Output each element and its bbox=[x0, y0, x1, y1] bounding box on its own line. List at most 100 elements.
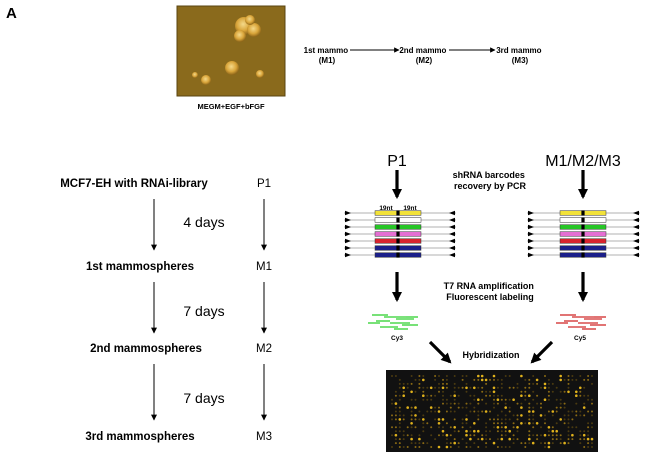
array-spot bbox=[587, 434, 590, 437]
array-spot bbox=[583, 378, 586, 381]
array-spot bbox=[516, 382, 519, 385]
array-spot bbox=[477, 438, 480, 441]
array-spot bbox=[543, 382, 547, 386]
array-spot bbox=[516, 418, 519, 421]
timeline-interval-3: 7 days bbox=[183, 390, 224, 406]
array-spot bbox=[434, 375, 437, 377]
barcode-protocol: P1 M1/M2/M3 shRNA barcodes recovery by P… bbox=[344, 153, 640, 452]
array-spot bbox=[524, 398, 527, 401]
array-spot bbox=[394, 414, 397, 417]
array-spot bbox=[418, 442, 421, 445]
array-spot bbox=[547, 441, 551, 445]
array-spot bbox=[398, 442, 401, 445]
array-spot bbox=[445, 382, 448, 385]
array-spot bbox=[579, 375, 582, 377]
array-spot bbox=[489, 418, 491, 421]
array-spot bbox=[583, 414, 586, 417]
barcode-strands-right bbox=[527, 210, 640, 258]
array-spot bbox=[418, 382, 421, 385]
array-spot bbox=[587, 378, 590, 381]
array-spot bbox=[516, 426, 519, 429]
array-spot bbox=[489, 390, 491, 393]
array-spot bbox=[398, 386, 401, 389]
array-spot bbox=[453, 382, 456, 385]
array-spot bbox=[496, 378, 499, 381]
array-spot bbox=[571, 410, 574, 413]
array-spot bbox=[587, 430, 590, 433]
array-spot bbox=[563, 414, 566, 417]
array-spot bbox=[461, 418, 464, 421]
array-spot bbox=[442, 378, 444, 381]
array-spot bbox=[536, 438, 539, 441]
array-spot bbox=[528, 430, 531, 433]
array-spot bbox=[461, 426, 464, 429]
array-spot bbox=[500, 430, 503, 433]
array-spot bbox=[477, 378, 480, 381]
array-spot bbox=[536, 402, 539, 405]
array-spot bbox=[555, 386, 558, 389]
array-spot bbox=[438, 382, 440, 385]
array-spot bbox=[551, 382, 554, 385]
array-spot bbox=[512, 422, 515, 425]
array-spot bbox=[559, 438, 562, 441]
array-spot bbox=[406, 426, 409, 429]
array-spot bbox=[445, 422, 448, 425]
array-spot bbox=[587, 446, 590, 448]
array-spot bbox=[453, 418, 456, 421]
microarray-image bbox=[386, 370, 598, 452]
array-spot bbox=[532, 434, 535, 437]
array-spot bbox=[496, 398, 500, 402]
array-spot bbox=[571, 438, 574, 441]
pcr-step-label: shRNA barcodes recovery by PCR bbox=[453, 170, 528, 191]
array-spot bbox=[398, 382, 401, 385]
array-spot bbox=[508, 418, 511, 421]
array-spot bbox=[500, 422, 503, 425]
array-spot bbox=[540, 434, 542, 437]
array-spot bbox=[441, 429, 445, 433]
array-spot bbox=[559, 402, 562, 405]
array-spot bbox=[591, 426, 593, 429]
array-spot bbox=[391, 446, 393, 448]
array-spot bbox=[465, 422, 468, 425]
cy3-labeled-probes bbox=[368, 314, 418, 330]
array-spot bbox=[398, 446, 401, 448]
array-spot bbox=[493, 422, 495, 425]
array-spot bbox=[586, 437, 590, 441]
array-spot bbox=[402, 430, 405, 433]
array-spot bbox=[582, 433, 586, 437]
array-spot bbox=[469, 410, 472, 413]
array-spot bbox=[461, 375, 464, 377]
array-spot bbox=[575, 390, 578, 394]
array-spot bbox=[520, 394, 523, 398]
array-spot bbox=[551, 414, 554, 417]
array-spot bbox=[480, 378, 484, 382]
array-spot bbox=[426, 386, 429, 389]
array-spot bbox=[481, 410, 484, 413]
array-spot bbox=[528, 442, 531, 445]
array-spot bbox=[445, 386, 448, 389]
array-spot bbox=[540, 386, 542, 389]
array-spot bbox=[551, 410, 555, 413]
array-spot bbox=[485, 382, 488, 385]
array-spot bbox=[422, 414, 425, 417]
array-spot bbox=[559, 374, 562, 378]
array-spot bbox=[430, 410, 433, 413]
array-spot bbox=[591, 410, 593, 413]
array-spot bbox=[430, 394, 433, 397]
array-spot bbox=[547, 390, 550, 393]
array-spot bbox=[477, 414, 480, 417]
array-spot bbox=[591, 442, 593, 445]
array-spot bbox=[414, 414, 417, 417]
array-spot bbox=[473, 394, 476, 397]
mammosphere bbox=[256, 70, 264, 78]
array-spot bbox=[508, 386, 511, 389]
array-spot bbox=[528, 394, 531, 398]
array-spot bbox=[500, 426, 503, 429]
array-spot bbox=[477, 374, 480, 378]
array-spot bbox=[493, 402, 495, 405]
array-spot bbox=[551, 442, 554, 445]
array-spot bbox=[563, 402, 566, 405]
array-spot bbox=[469, 394, 472, 397]
array-spot bbox=[563, 378, 566, 381]
array-spot bbox=[398, 394, 401, 397]
